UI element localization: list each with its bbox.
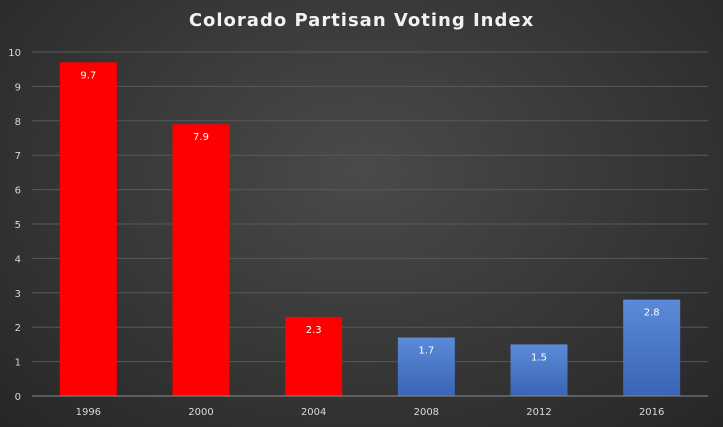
data-labels: 9.7 7.9 2.3 1.7 1.5 2.8 [80, 70, 659, 363]
y-tick-label: 6 [15, 186, 21, 197]
data-label-2008: 1.7 [418, 346, 434, 357]
y-tick-label: 1 [15, 358, 21, 369]
y-tick-label: 0 [15, 392, 21, 403]
chart-title: Colorado Partisan Voting Index [188, 10, 535, 31]
y-tick-label: 8 [15, 117, 21, 128]
y-tick-label: 10 [8, 48, 21, 59]
data-label-2004: 2.3 [306, 325, 322, 336]
y-tick-label: 5 [15, 220, 21, 231]
x-tick-label: 2004 [301, 407, 326, 418]
bar-2012 [510, 344, 568, 396]
y-tick-label: 2 [15, 323, 21, 334]
y-tick-label: 9 [15, 82, 21, 93]
axes: 0 1 2 3 4 5 6 7 8 9 10 1996 2000 2004 2008 2012 2016 [8, 48, 708, 418]
data-label-2012: 1.5 [531, 352, 547, 363]
x-tick-label: 2008 [414, 407, 439, 418]
gridlines [32, 51, 708, 397]
bar-2000 [172, 124, 230, 397]
x-tick-label: 1996 [76, 407, 101, 418]
x-tick-label: 2016 [639, 407, 664, 418]
bar-2008 [397, 337, 455, 396]
y-tick-label: 7 [15, 151, 21, 162]
bar-1996 [59, 62, 117, 396]
data-label-1996: 9.7 [80, 70, 96, 81]
x-tick-label: 2012 [526, 407, 551, 418]
data-label-2000: 7.9 [193, 132, 209, 143]
y-tick-label: 4 [15, 254, 21, 265]
x-tick-label: 2000 [188, 407, 213, 418]
bar-2016 [623, 299, 681, 396]
bar-2004 [285, 316, 343, 396]
y-tick-label: 3 [15, 289, 21, 300]
data-label-2016: 2.8 [644, 308, 660, 319]
bars [59, 62, 681, 397]
